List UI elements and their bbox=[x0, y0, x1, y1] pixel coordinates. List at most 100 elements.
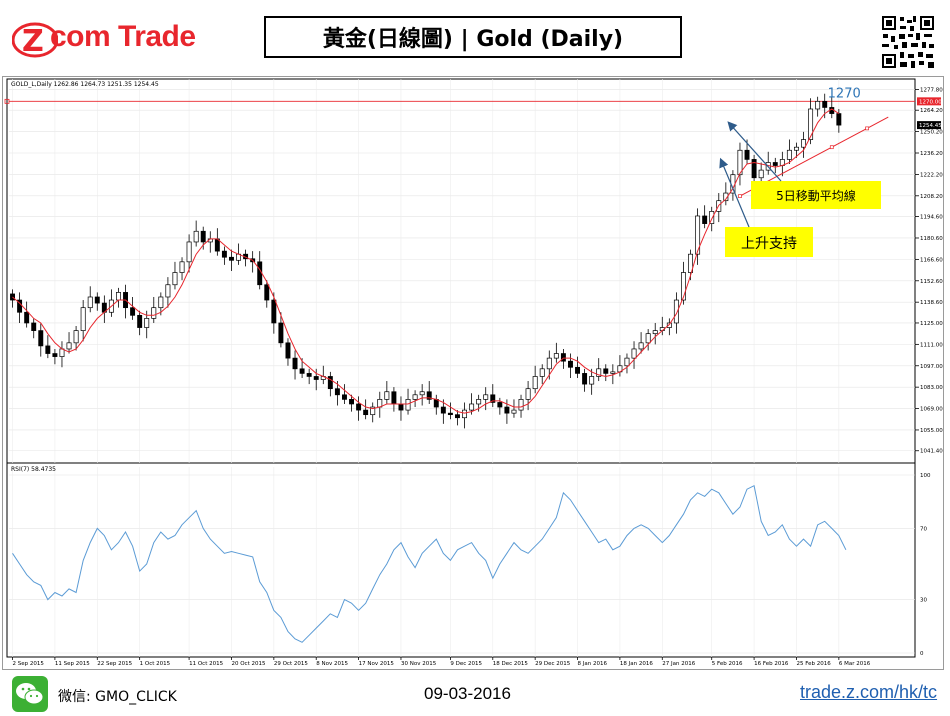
ma-callout-box bbox=[751, 181, 881, 209]
z-logo-mark: Z bbox=[12, 22, 58, 58]
price-tick-label: 1194.60 bbox=[920, 215, 943, 221]
candle-body bbox=[624, 357, 630, 367]
candle-body bbox=[525, 388, 531, 400]
candle-body bbox=[815, 100, 821, 110]
candle-body bbox=[786, 149, 792, 160]
candle-body bbox=[342, 394, 347, 400]
candle-body bbox=[370, 406, 376, 416]
candle-body bbox=[469, 403, 475, 411]
candle-body bbox=[130, 307, 136, 316]
candle-body bbox=[405, 399, 411, 411]
candle-body bbox=[603, 368, 609, 374]
candle-body bbox=[666, 322, 672, 328]
candle-body bbox=[596, 368, 602, 377]
gold-daily-chart: 1277.80 1264.20 1250.20 1236.20 1222.20 1208.… bbox=[4, 78, 943, 667]
price-tick-label: 1041.40 bbox=[920, 449, 943, 455]
price-tick-label: 1152.60 bbox=[920, 279, 943, 285]
candle-body bbox=[87, 296, 93, 309]
date-tick-label: 18 Dec 2015 bbox=[493, 661, 529, 667]
date-tick-label: 5 Feb 2016 bbox=[712, 661, 743, 667]
date-tick-label: 22 Sep 2015 bbox=[97, 661, 132, 667]
date-tick-label: 8 Jan 2016 bbox=[578, 661, 608, 667]
candle-body bbox=[575, 366, 580, 374]
price-tick-label: 1069.00 bbox=[920, 407, 943, 413]
candle-body bbox=[327, 376, 333, 390]
date-tick-label: 8 Nov 2015 bbox=[316, 661, 348, 667]
wechat-icon[interactable] bbox=[12, 676, 48, 712]
rsi-panel-header: RSI(7) 58.4735 bbox=[11, 466, 56, 473]
candle-body bbox=[462, 409, 468, 419]
candle-body bbox=[652, 330, 658, 335]
date-x-axis: 2 Sep 2015 11 Sep 2015 22 Sep 2015 1 Oct 20… bbox=[12, 657, 871, 667]
price-tick-label: 1180.60 bbox=[920, 236, 943, 242]
candle-body bbox=[560, 353, 566, 362]
date-tick-label: 25 Feb 2016 bbox=[796, 661, 831, 667]
candle-body bbox=[80, 307, 86, 331]
date-tick-label: 27 Jan 2016 bbox=[662, 661, 695, 667]
price-tag-box bbox=[917, 121, 941, 130]
candle-body bbox=[137, 314, 143, 328]
price-tags: 1270.00 1254.45 bbox=[917, 97, 942, 130]
date-tick-label: 11 Sep 2015 bbox=[55, 661, 90, 667]
price-tick-label: 1208.20 bbox=[920, 194, 943, 200]
candle-body bbox=[313, 376, 319, 380]
candle-body bbox=[165, 284, 171, 298]
price-panel-header: GOLD_L,Daily 1262.86 1264.73 1251.35 125… bbox=[11, 81, 159, 88]
candle-body bbox=[419, 391, 425, 396]
candlestick-series bbox=[10, 93, 842, 429]
candle-body bbox=[24, 311, 30, 324]
wechat-id-label: 微信: GMO_CLICK bbox=[58, 689, 177, 705]
candle-body bbox=[532, 376, 538, 390]
candle-body bbox=[610, 371, 616, 374]
candle-body bbox=[673, 299, 679, 324]
candle-body bbox=[426, 391, 432, 400]
candle-body bbox=[793, 146, 799, 151]
resistance-anchor bbox=[4, 98, 10, 104]
candle-body bbox=[476, 399, 482, 405]
candle-body bbox=[31, 322, 37, 331]
candle-body bbox=[172, 272, 178, 286]
trendline-anchor bbox=[738, 194, 742, 198]
support-callout-arrow bbox=[719, 157, 750, 228]
qr-code-icon bbox=[880, 14, 936, 70]
candle-body bbox=[363, 409, 369, 416]
date-tick-label: 2 Sep 2015 bbox=[13, 661, 45, 667]
candle-body bbox=[638, 342, 644, 350]
date-tick-label: 29 Oct 2015 bbox=[274, 661, 309, 667]
candle-body bbox=[695, 215, 701, 255]
report-date: 09-03-2016 bbox=[424, 684, 511, 703]
price-tick-label: 1138.60 bbox=[920, 300, 943, 306]
candle-body bbox=[440, 406, 446, 414]
candle-body bbox=[306, 373, 312, 377]
candle-body bbox=[144, 318, 150, 328]
candle-body bbox=[391, 391, 397, 405]
price-grid bbox=[9, 79, 915, 463]
candle-body bbox=[151, 307, 157, 319]
date-tick-label: 16 Feb 2016 bbox=[754, 661, 789, 667]
rsi-grid bbox=[9, 467, 915, 657]
candle-body bbox=[221, 250, 227, 258]
candle-body bbox=[257, 261, 263, 286]
candle-body bbox=[278, 322, 284, 344]
date-tick-label: 1 Oct 2015 bbox=[140, 661, 171, 667]
candle-body bbox=[737, 149, 743, 176]
candle-body bbox=[356, 403, 362, 411]
candle-body bbox=[567, 360, 573, 368]
candle-body bbox=[17, 299, 23, 313]
candle-body bbox=[511, 409, 517, 414]
candle-body bbox=[52, 353, 58, 357]
candle-body bbox=[772, 162, 778, 166]
price-tag-box bbox=[917, 97, 941, 106]
brand-logo: Z com Trade bbox=[12, 18, 212, 64]
date-tick-label: 30 Nov 2015 bbox=[401, 661, 437, 667]
website-link[interactable]: trade.z.com/hk/tc bbox=[800, 682, 938, 702]
candle-body bbox=[292, 357, 298, 370]
rsi-line bbox=[12, 484, 847, 643]
candle-body bbox=[518, 399, 524, 411]
candle-body bbox=[688, 253, 693, 273]
candle-body bbox=[94, 296, 100, 304]
chart-frame: 1277.80 1264.20 1250.20 1236.20 1222.20 1208.… bbox=[2, 76, 944, 670]
candle-body bbox=[645, 333, 651, 344]
candle-body bbox=[384, 391, 390, 400]
page-title: 黃金(日線圖) | Gold (Daily) bbox=[264, 16, 682, 58]
